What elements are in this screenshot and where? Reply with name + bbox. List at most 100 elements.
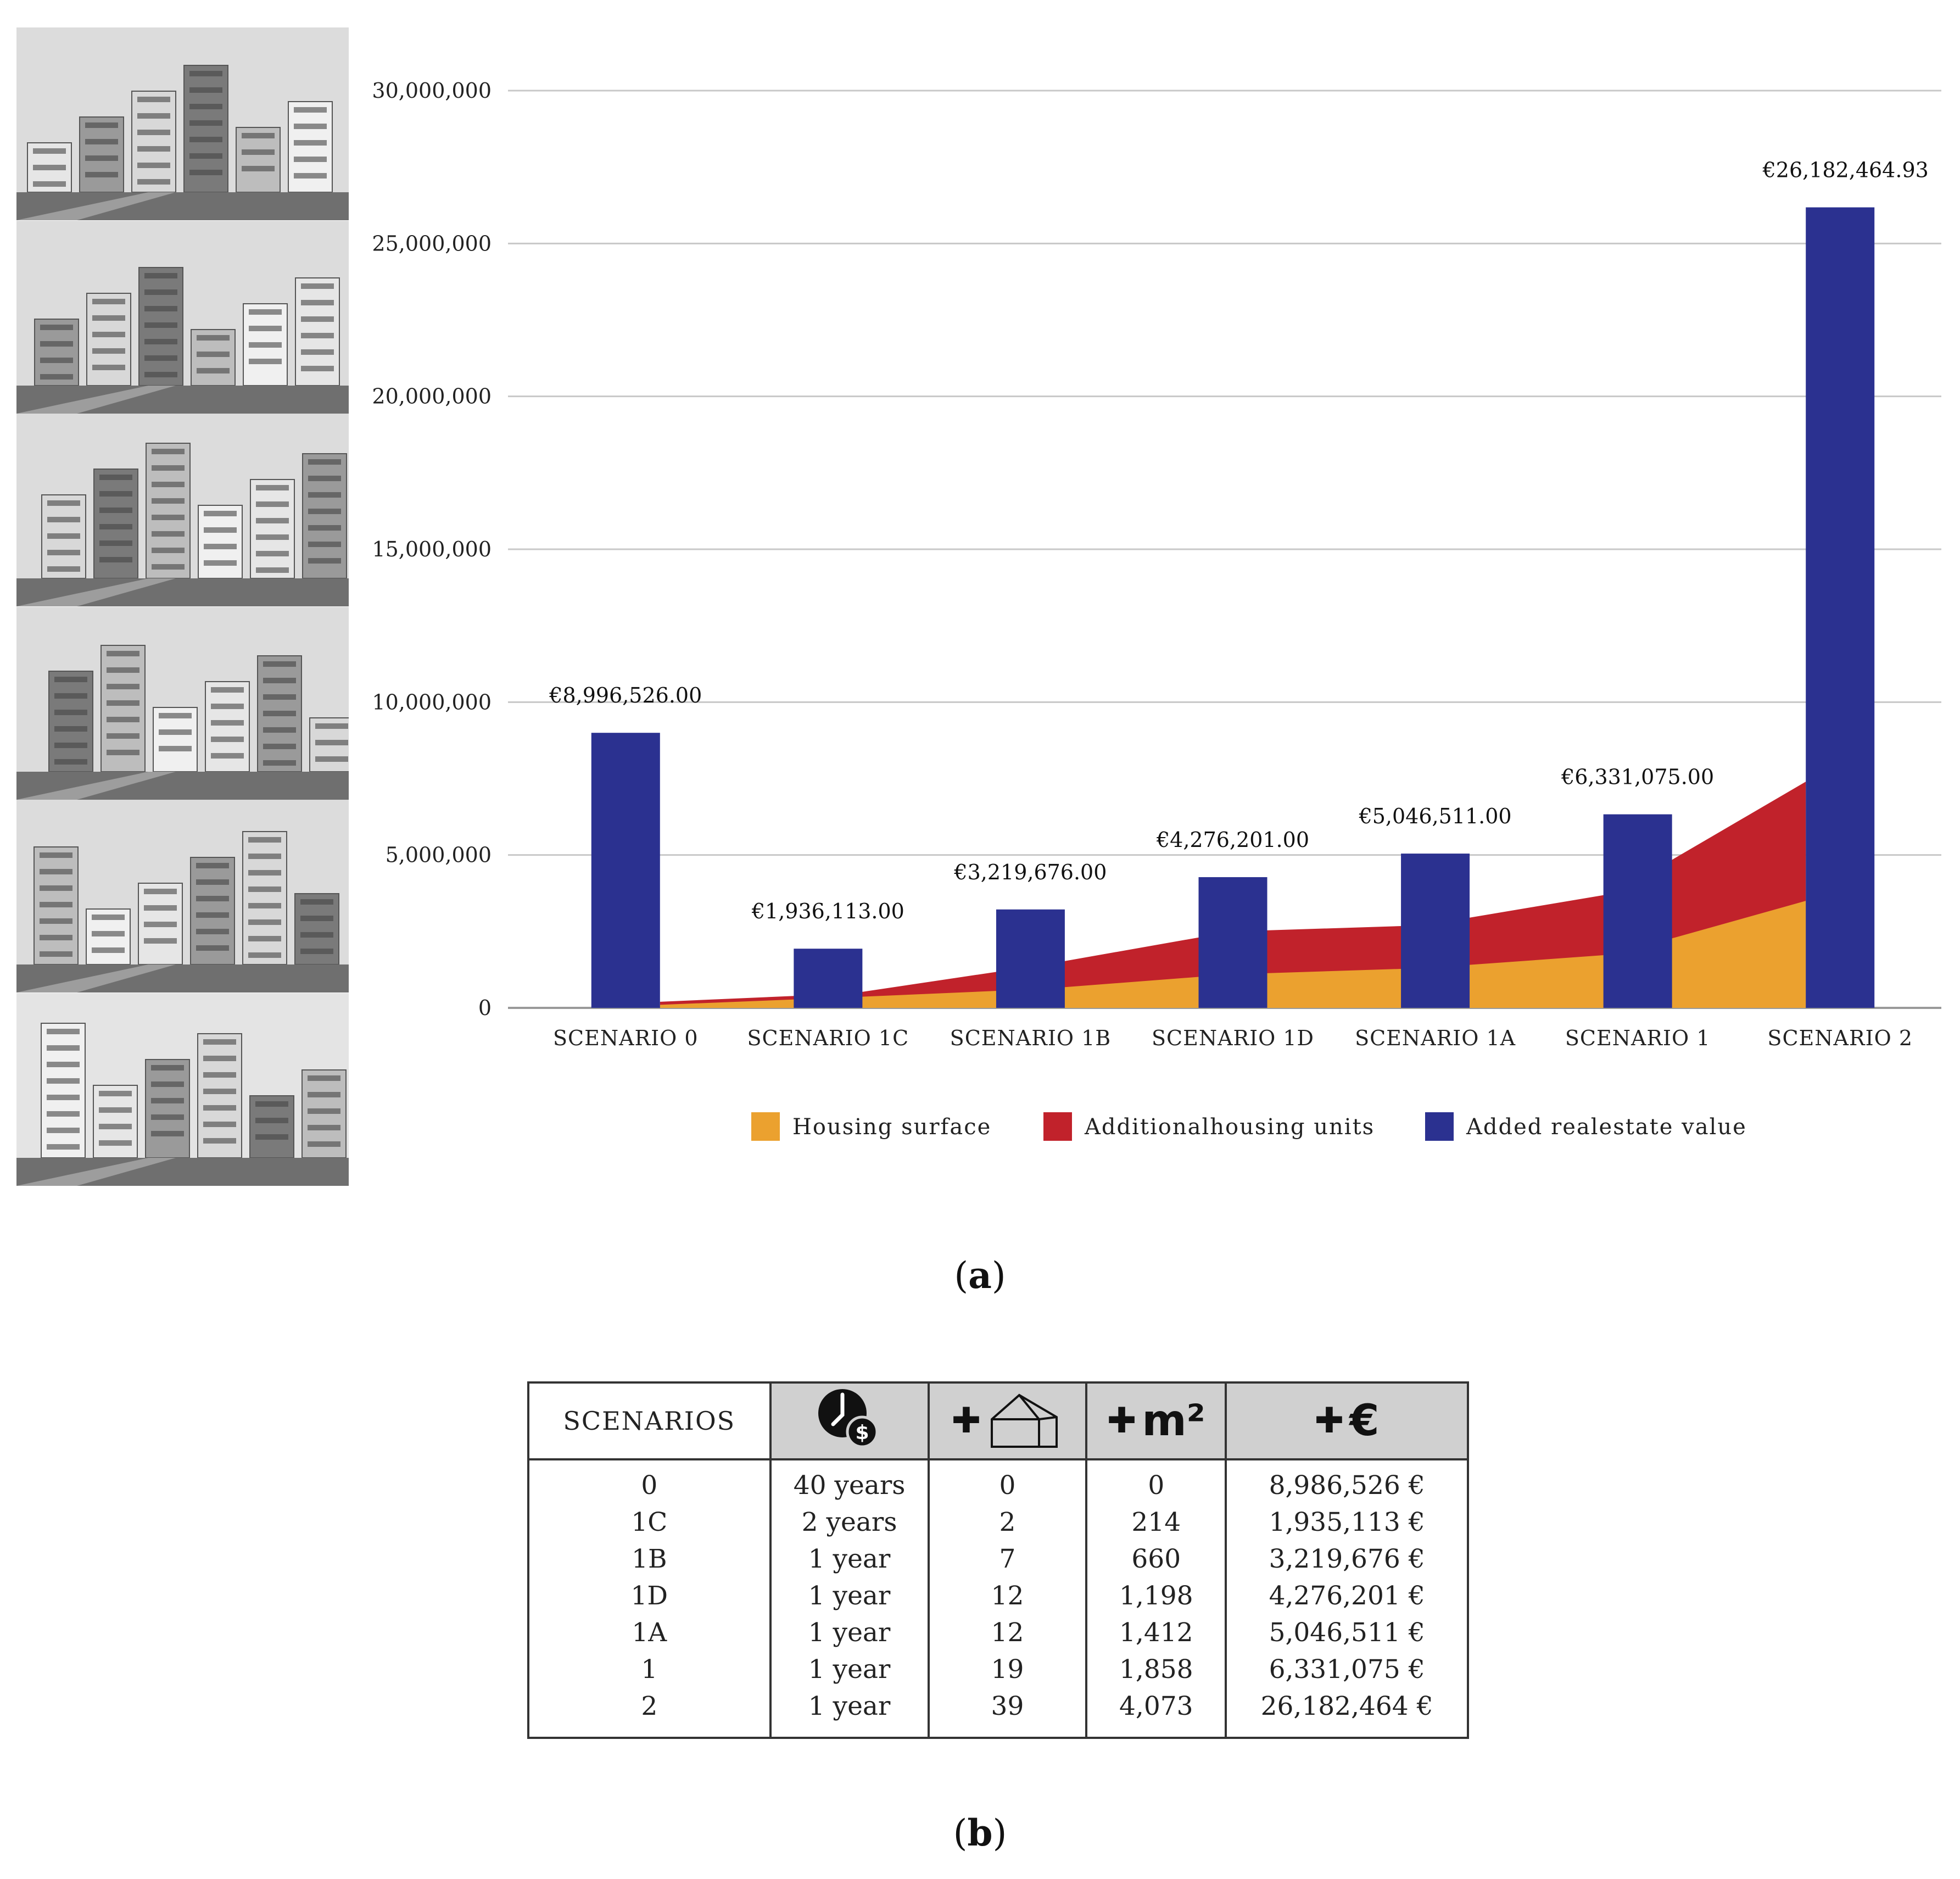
table-cell: 3,219,676 €	[1225, 1541, 1469, 1577]
y-tick-label: 10,000,000	[372, 690, 492, 714]
table-row: 0 40 years 0 0 8,986,526 €	[527, 1459, 1469, 1504]
table-cell: 214	[1085, 1504, 1227, 1541]
table-cell: 26,182,464 €	[1225, 1688, 1469, 1738]
caption-b: (b)	[953, 1811, 1007, 1854]
legend-swatch	[1043, 1112, 1072, 1141]
table-cell: 8,986,526 €	[1225, 1459, 1469, 1504]
data-label: €8,996,526.00	[549, 683, 702, 707]
bar-series	[591, 207, 1875, 1008]
bar	[591, 733, 660, 1008]
plus-icon: ✚	[1107, 1401, 1137, 1441]
legend: Housing surface Additionalhousing units Ad…	[751, 1112, 1747, 1141]
bar	[1806, 207, 1875, 1008]
x-tick-label: SCENARIO 0	[553, 1026, 699, 1050]
table-cell: 1 year	[769, 1651, 930, 1688]
table-cell: 1 year	[769, 1577, 930, 1614]
plus-icon: ✚	[951, 1401, 981, 1441]
table-cell: 1	[527, 1651, 772, 1688]
table-row: 1C 2 years 2 214 1,935,113 €	[527, 1504, 1469, 1541]
bar	[794, 949, 863, 1008]
table-cell: 0	[1085, 1459, 1227, 1504]
data-label: €1,936,113.00	[751, 899, 904, 923]
table-row: 1A 1 year 12 1,412 5,046,511 €	[527, 1614, 1469, 1651]
table-row: 1B 1 year 7 660 3,219,676 €	[527, 1541, 1469, 1577]
y-tick-label: 15,000,000	[372, 537, 492, 561]
y-tick-label: 20,000,000	[372, 384, 492, 409]
table-cell: 1,858	[1085, 1651, 1227, 1688]
y-tick-label: 5,000,000	[386, 843, 492, 867]
y-axis-ticks: 0 5,000,000 10,000,000 15,000,000 20,000,000…	[372, 79, 492, 1020]
y-tick-label: 0	[478, 996, 492, 1020]
scenario-table: SCENARIOS $ ✚	[527, 1381, 1469, 1739]
table-cell: 1 year	[769, 1541, 930, 1577]
header-surface: ✚ m²	[1085, 1381, 1227, 1460]
area-housing-surface	[660, 901, 1806, 1008]
time-money-icon: $	[818, 1389, 879, 1448]
table-cell: 40 years	[769, 1459, 930, 1504]
table-cell: 1 year	[769, 1688, 930, 1738]
x-tick-label: SCENARIO 1C	[747, 1026, 909, 1050]
table-cell: 660	[1085, 1541, 1227, 1577]
header-housing-units: ✚	[927, 1381, 1088, 1460]
table-cell: 39	[927, 1688, 1088, 1738]
chart: 0 5,000,000 10,000,000 15,000,000 20,000,000…	[372, 79, 1941, 1141]
table-cell: 2	[527, 1688, 772, 1738]
bar	[996, 909, 1065, 1008]
table-cell: 5,046,511 €	[1225, 1614, 1469, 1651]
table-cell: 1D	[527, 1577, 772, 1614]
legend-label: Additionalhousing units	[1084, 1114, 1375, 1140]
data-labels: €8,996,526.00 €1,936,113.00 €3,219,676.00 €…	[549, 158, 1929, 924]
y-tick-label: 25,000,000	[372, 231, 492, 255]
plus-icon: ✚	[1314, 1401, 1344, 1441]
table-cell: 4,276,201 €	[1225, 1577, 1469, 1614]
header-value: ✚ €	[1225, 1381, 1469, 1460]
x-tick-label: SCENARIO 1B	[950, 1026, 1112, 1050]
legend-label: Added realestate value	[1466, 1114, 1747, 1140]
data-label: €3,219,676.00	[953, 860, 1107, 884]
x-axis-labels: SCENARIO 0 SCENARIO 1C SCENARIO 1B SCENARIO…	[553, 1026, 1912, 1050]
data-label: €6,331,075.00	[1561, 765, 1714, 789]
bar	[1603, 814, 1672, 1008]
plus-house-icon	[991, 1393, 1058, 1448]
street-view-3	[16, 414, 349, 606]
street-view-4	[16, 607, 349, 800]
table-cell: 1A	[527, 1614, 772, 1651]
bar	[1198, 877, 1267, 1008]
aerial-view-6	[16, 993, 349, 1186]
area-additionalhousing-units	[660, 782, 1806, 1008]
table-cell: 7	[927, 1541, 1088, 1577]
x-tick-label: SCENARIO 1A	[1355, 1026, 1516, 1050]
table-cell: 1C	[527, 1504, 772, 1541]
area-series	[660, 782, 1806, 1008]
legend-label: Housing surface	[792, 1114, 991, 1140]
table-cell: 4,073	[1085, 1688, 1227, 1738]
data-label: €5,046,511.00	[1359, 804, 1512, 828]
x-tick-label: SCENARIO 1	[1565, 1026, 1711, 1050]
header-scenarios: SCENARIOS	[527, 1381, 772, 1460]
x-tick-label: SCENARIO 1D	[1152, 1026, 1314, 1050]
table-cell: 12	[927, 1614, 1088, 1651]
caption-a: (a)	[954, 1254, 1006, 1297]
table-cell: 1,198	[1085, 1577, 1227, 1614]
table-cell: 2 years	[769, 1504, 930, 1541]
data-label: €4,276,201.00	[1156, 828, 1309, 852]
table-cell: 0	[927, 1459, 1088, 1504]
table-cell: 1,412	[1085, 1614, 1227, 1651]
table-cell: 6,331,075 €	[1225, 1651, 1469, 1688]
table-cell: 2	[927, 1504, 1088, 1541]
street-view-2	[16, 221, 349, 414]
table-cell: 1 year	[769, 1614, 930, 1651]
bar	[1401, 854, 1470, 1008]
table-cell: 12	[927, 1577, 1088, 1614]
header-payback: $	[769, 1381, 930, 1460]
table-cell: 1,935,113 €	[1225, 1504, 1469, 1541]
table-cell: 1B	[527, 1541, 772, 1577]
photo-column	[16, 27, 349, 1186]
table-cell: 0	[527, 1459, 772, 1504]
table-row: 1D 1 year 12 1,198 4,276,201 €	[527, 1577, 1469, 1614]
legend-swatch	[751, 1112, 780, 1141]
street-view-5	[16, 800, 349, 993]
table-cell: 19	[927, 1651, 1088, 1688]
